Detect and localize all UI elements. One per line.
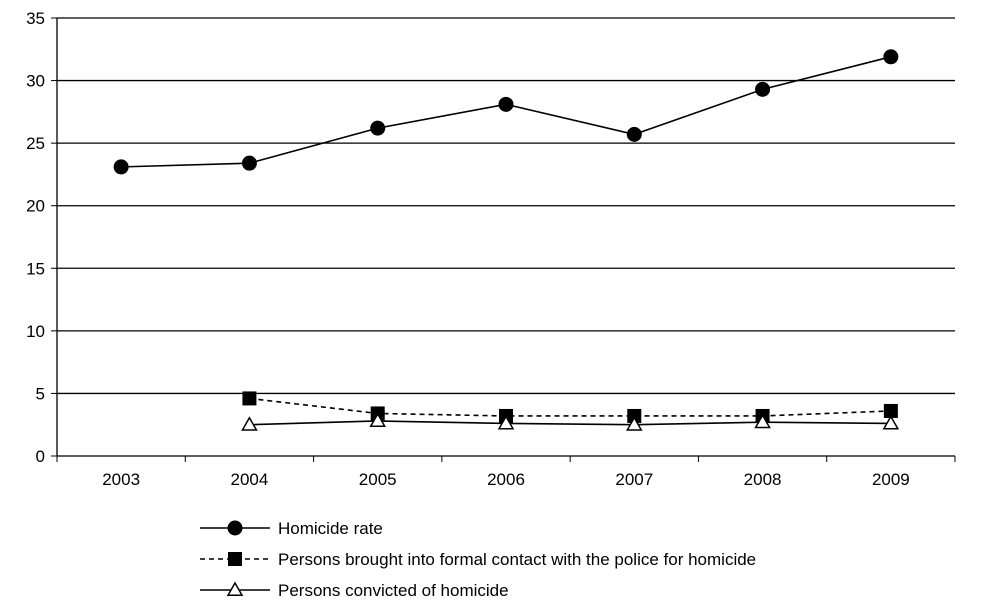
data-point-circle: [370, 120, 386, 136]
series-line: [249, 420, 891, 426]
x-tick-labels: 2003 2004 2005 2006 2007 2008 2009: [102, 470, 910, 489]
series-3: [241, 412, 900, 431]
y-tick-label: 20: [26, 197, 45, 216]
legend-entry: Homicide rate: [200, 519, 383, 538]
y-tick-label: 25: [26, 134, 45, 153]
data-point-triangle: [625, 416, 643, 431]
legend-marker: [226, 581, 244, 596]
series-1: [113, 49, 899, 175]
series-line: [121, 56, 892, 168]
data-point-circle: [241, 155, 257, 171]
y-tick-label: 0: [36, 447, 45, 466]
y-tick-label: 15: [26, 259, 45, 278]
legend: Homicide rate Persons brought into formal…: [200, 519, 756, 600]
data-point-circle: [498, 96, 514, 112]
x-tick-label: 2003: [102, 470, 140, 489]
legend-label: Homicide rate: [278, 519, 383, 538]
y-tick-label: 10: [26, 322, 45, 341]
data-point-circle: [113, 159, 129, 175]
series-2: [242, 391, 898, 423]
gridlines: [57, 17, 955, 395]
legend-entry: Persons brought into formal contact with…: [200, 550, 756, 569]
x-tick-label: 2008: [744, 470, 782, 489]
data-point-circle: [626, 126, 642, 142]
data-point-triangle: [754, 413, 771, 429]
y-tick-label: 30: [26, 72, 45, 91]
y-tick-label: 5: [36, 384, 45, 403]
data-point-square: [242, 391, 257, 406]
x-tick-label: 2005: [359, 470, 397, 489]
y-tick-label: 35: [26, 9, 45, 28]
x-tick-label: 2004: [231, 470, 269, 489]
axes: [51, 17, 956, 462]
x-tick-label: 2007: [615, 470, 653, 489]
data-point-circle: [755, 81, 771, 97]
series-line: [249, 397, 891, 417]
y-tick-labels: 0 5 10 15 20 25 30 35: [26, 9, 45, 466]
x-tick-label: 2006: [487, 470, 525, 489]
x-tick-label: 2009: [872, 470, 910, 489]
data-point-triangle: [369, 412, 387, 427]
data-point-triangle: [882, 414, 900, 430]
data-point-circle: [883, 49, 899, 65]
series-lines: [113, 49, 900, 431]
legend-label: Persons brought into formal contact with…: [278, 550, 756, 569]
legend-marker: [227, 520, 243, 536]
data-point-triangle: [241, 416, 258, 431]
legend-marker: [228, 552, 242, 566]
data-point-triangle: [497, 414, 515, 430]
legend-label: Persons convicted of homicide: [278, 581, 509, 600]
legend-entry: Persons convicted of homicide: [200, 581, 509, 600]
